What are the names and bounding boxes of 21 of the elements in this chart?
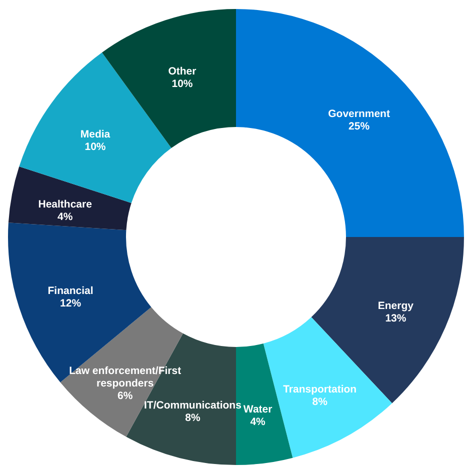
data-label: 10% (84, 141, 106, 154)
data-label: 25% (348, 120, 370, 132)
slice-label: Other (168, 66, 196, 78)
slice-label: Transportation (283, 383, 357, 396)
data-label: 13% (385, 312, 407, 325)
slice-label: Financial (48, 284, 94, 297)
slice-label: Energy (378, 300, 414, 312)
slice-label: IT/Communications (144, 400, 242, 412)
data-label: 4% (250, 416, 266, 428)
slice-label: Media (80, 128, 110, 141)
data-label: 6% (117, 390, 134, 402)
data-label: 8% (312, 396, 328, 408)
data-label: 12% (60, 297, 82, 310)
donut-slice (8, 166, 132, 230)
slice-label: Government (328, 108, 390, 120)
slice-label: Water (243, 404, 272, 416)
data-label: 8% (185, 412, 201, 424)
data-label: 10% (172, 78, 194, 90)
donut-slice (236, 9, 464, 237)
slice-label: Healthcare (38, 198, 92, 210)
data-label: 4% (57, 210, 74, 223)
